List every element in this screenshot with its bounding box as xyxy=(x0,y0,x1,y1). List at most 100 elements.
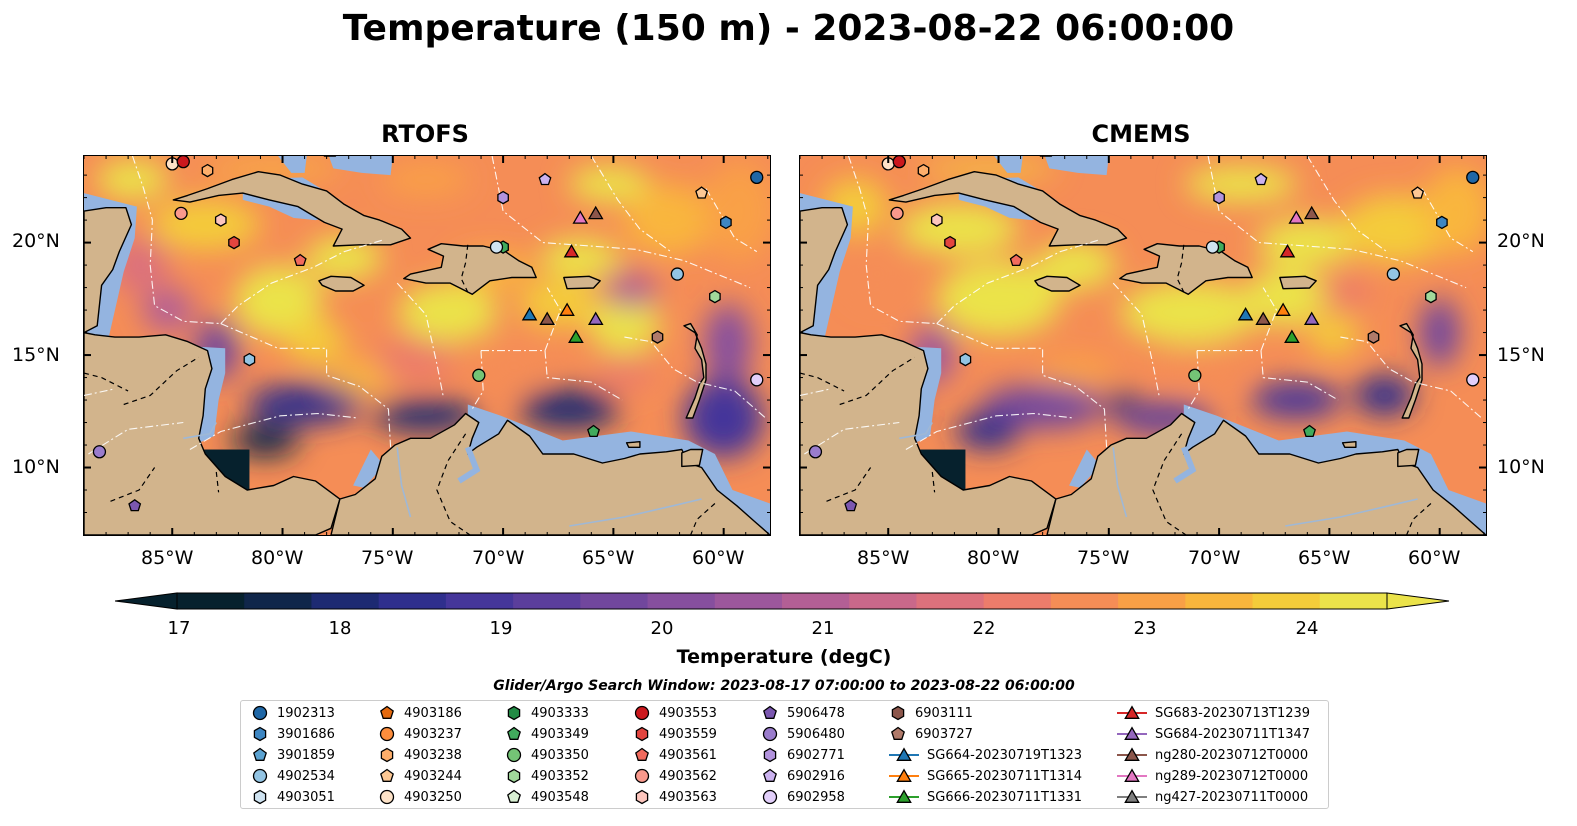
river xyxy=(1112,447,1128,518)
eez-boundary xyxy=(936,239,1098,324)
circle-marker xyxy=(1386,267,1401,281)
temperature-anomaly xyxy=(1250,382,1343,419)
legend-item: ng427-20230711T0000 xyxy=(1117,787,1308,807)
temperature-field xyxy=(823,160,1486,450)
hexagon-marker xyxy=(959,352,972,367)
triangle-marker xyxy=(1279,244,1296,258)
eez-boundary xyxy=(84,388,116,397)
legend-item: SG683-20230713T1239 xyxy=(1117,703,1310,723)
colorbar-label: Temperature (degC) xyxy=(676,646,892,668)
eez-boundary xyxy=(544,287,562,351)
colorbar-segment xyxy=(580,593,649,609)
legend-item: 4903561 xyxy=(633,745,717,765)
colorbar-segment xyxy=(378,593,447,609)
colorbar-segment xyxy=(1185,593,1254,609)
shelf-water xyxy=(1069,449,1100,488)
river xyxy=(396,447,412,518)
country-border xyxy=(110,467,156,502)
legend-item: 4903051 xyxy=(251,787,335,807)
colorbar-segment xyxy=(177,593,245,609)
legend-line-triangle-marker xyxy=(1117,726,1147,740)
legend-item-label: 4903333 xyxy=(531,705,589,721)
colorbar-segment xyxy=(1252,593,1321,609)
legend-item-label: 4903561 xyxy=(659,747,717,763)
hexagon-marker xyxy=(380,747,394,763)
circle-marker xyxy=(472,368,486,382)
legend-item-label: 4903244 xyxy=(404,768,462,784)
legend-item-label: 4902534 xyxy=(277,768,335,784)
temperature-anomaly xyxy=(1325,276,1370,309)
pentagon-marker xyxy=(253,747,267,761)
legend-hexagon-marker xyxy=(507,768,521,784)
legend-item: 6903727 xyxy=(889,724,973,744)
land-lesserAntilles xyxy=(683,322,707,419)
land-trinidad xyxy=(1397,448,1420,468)
legend-item-label: 4903051 xyxy=(277,789,335,805)
circle-marker xyxy=(1205,240,1220,254)
land-jamaica xyxy=(1034,275,1081,292)
legend-item: 1902313 xyxy=(251,703,335,723)
colorbar-segment xyxy=(647,593,716,609)
colorbar-segment xyxy=(916,593,985,609)
triangle-marker xyxy=(1255,311,1272,325)
legend-item-label: ng289-20230712T0000 xyxy=(1155,768,1309,784)
temperature-anomaly xyxy=(955,413,1020,450)
hexagon-marker xyxy=(507,768,521,784)
circle-marker xyxy=(252,705,268,721)
eez-boundary xyxy=(1306,156,1388,253)
circle-marker xyxy=(489,240,504,254)
pentagon-marker xyxy=(380,768,394,782)
land-yucatan xyxy=(800,207,849,334)
colorbar-extend-high xyxy=(1386,592,1450,610)
colorbar-tick-23: 23 xyxy=(1133,618,1157,639)
legend-item-label: 4903352 xyxy=(531,768,589,784)
hexagon-marker xyxy=(763,747,777,763)
legend-item-label: 5906478 xyxy=(787,705,845,721)
country-border xyxy=(84,372,129,392)
rtofs-map-panel xyxy=(83,155,771,536)
triangle-marker xyxy=(1303,205,1320,220)
pentagon-marker xyxy=(293,253,307,267)
legend-item: SG684-20230711T1347 xyxy=(1117,724,1310,744)
colorbar-segment xyxy=(714,593,783,609)
colorbar-tick-22: 22 xyxy=(972,618,996,639)
land-margarita xyxy=(1341,441,1357,448)
legend-item: 4903548 xyxy=(505,787,589,807)
river xyxy=(1285,498,1418,527)
legend-pentagon-marker xyxy=(253,747,267,761)
eez-boundary xyxy=(396,282,445,398)
temperature-anomaly xyxy=(1423,167,1486,256)
legend-item: 4903349 xyxy=(505,724,589,744)
legend-item-label: ng427-20230711T0000 xyxy=(1155,789,1309,805)
temperature-anomaly xyxy=(540,238,621,279)
legend-hexagon-marker xyxy=(635,726,649,742)
circle-marker xyxy=(379,789,395,805)
legend-circle-marker xyxy=(762,789,778,805)
lake-maracaibo xyxy=(457,446,481,484)
legend-item-label: 4903349 xyxy=(531,726,589,742)
hexagon-marker xyxy=(635,789,649,805)
eez-boundary xyxy=(1197,350,1339,401)
temperature-anomaly xyxy=(624,184,713,257)
legend-item: 6902916 xyxy=(761,766,845,786)
triangle-marker xyxy=(896,789,912,803)
legend-item-label: 4903237 xyxy=(404,726,462,742)
legend-item: 3901686 xyxy=(251,724,335,744)
circle-marker xyxy=(176,156,190,169)
legend-item-label: 6903111 xyxy=(915,705,973,721)
lat-tick-15n: 15°N xyxy=(12,344,60,366)
temperature-anomaly xyxy=(246,384,363,425)
country-border xyxy=(436,433,471,535)
eez-boundary xyxy=(471,350,484,410)
colorbar-tick-17: 17 xyxy=(167,618,191,639)
legend-circle-marker xyxy=(379,726,395,742)
temperature-anomaly xyxy=(980,384,1105,429)
legend-circle-marker xyxy=(252,705,268,721)
temperature-anomaly xyxy=(1105,390,1134,411)
pentagon-marker xyxy=(507,789,521,803)
eez-boundary xyxy=(1112,282,1161,398)
temperature-anomaly xyxy=(374,337,455,382)
temperature-anomaly xyxy=(230,424,299,457)
legend-item-label: SG666-20230711T1331 xyxy=(927,789,1083,805)
legend-item-label: 4903559 xyxy=(659,726,717,742)
